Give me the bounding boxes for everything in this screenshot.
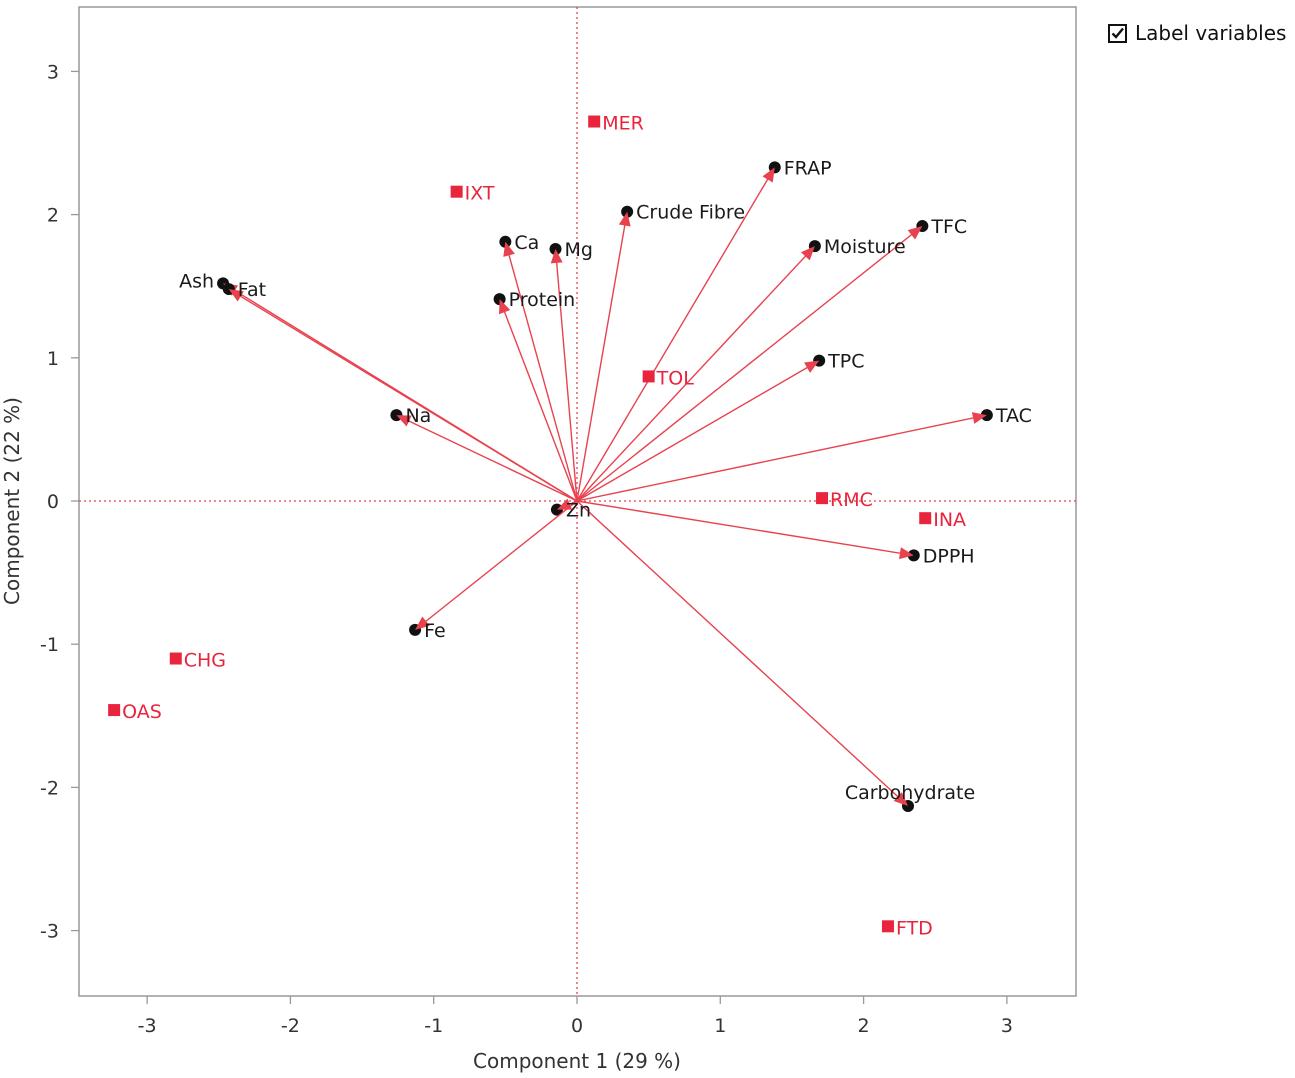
observation-label: TOL (656, 367, 695, 389)
loading-arrowhead (907, 226, 923, 240)
observation-point (450, 185, 463, 198)
y-tick-label: 2 (47, 205, 59, 227)
x-tick-label: 3 (1001, 1015, 1013, 1037)
reference-lines (79, 7, 1076, 996)
loading-arrowhead (415, 616, 430, 630)
variable-label: Mg (565, 239, 593, 261)
variable-label: TPC (827, 351, 864, 373)
observation-label: CHG (184, 650, 226, 672)
y-tick-label: -1 (40, 634, 59, 656)
variable-label: Carbohydrate (845, 782, 975, 804)
checkmark-icon (1111, 27, 1124, 39)
loading-line (576, 414, 987, 502)
variable-label: Fat (238, 279, 266, 301)
label-variables-checkbox[interactable] (1108, 23, 1127, 43)
x-tick-label: 2 (858, 1015, 870, 1037)
y-tick-label: 0 (47, 491, 59, 513)
observation-label: MER (602, 113, 644, 135)
loading-line (576, 166, 776, 502)
label-variables-label: Label variables (1135, 21, 1287, 45)
y-tick-label: -3 (40, 921, 59, 943)
x-tick-label: -1 (424, 1015, 443, 1037)
label-variables-toggle[interactable]: Label variables (1108, 21, 1286, 45)
loading-line (576, 500, 914, 557)
loading-arrowhead (396, 415, 412, 427)
observation-label: INA (933, 509, 966, 531)
loading-arrowhead (971, 412, 987, 424)
observation-point (642, 370, 655, 383)
observation-label: IXT (465, 183, 495, 205)
variable-label: Zn (566, 500, 591, 522)
observation-point (881, 920, 894, 933)
loading-arrowhead (556, 498, 573, 510)
loading-line (498, 298, 578, 502)
variable-label: Moisture (824, 236, 906, 258)
observation-label: OAS (122, 701, 162, 723)
loading-arrowhead (804, 360, 820, 373)
variable-label: Na (405, 405, 431, 427)
variable-label: Fe (424, 620, 446, 642)
loading-line (576, 245, 816, 502)
x-axis-ticks: -3 -2 -1 0 1 2 3 (138, 996, 1013, 1037)
variable-label: Crude Fibre (636, 202, 745, 224)
loading-arrowhead (499, 299, 511, 315)
loading-vectors (217, 161, 993, 813)
loading-arrowhead (618, 211, 631, 227)
variable-label: FRAP (784, 157, 832, 179)
observation-point (169, 652, 182, 665)
x-axis-title: Component 1 (29 %) (473, 1049, 681, 1073)
loading-line (576, 360, 820, 502)
x-tick-label: -3 (138, 1015, 157, 1037)
loading-arrowhead (800, 246, 815, 261)
variable-label: Ash (179, 270, 214, 292)
variable-label: TAC (995, 405, 1032, 427)
x-tick-label: 0 (571, 1015, 583, 1037)
observation-point (816, 492, 829, 505)
variable-label: Ca (514, 232, 539, 254)
loading-line (504, 241, 578, 502)
loading-arrowhead (898, 547, 914, 560)
observation-point (919, 512, 932, 525)
y-tick-label: 3 (47, 61, 59, 83)
loading-arrowhead (503, 241, 515, 257)
y-tick-label: -2 (40, 777, 59, 799)
y-axis-title: Component 2 (22 %) (0, 397, 24, 605)
variable-labels: FRAP Crude Fibre TFC Ca Moisture Mg Ash Fat Prot… (179, 157, 1032, 804)
loading-line (554, 248, 578, 502)
variable-label: DPPH (923, 545, 975, 567)
loading-arrowhead (228, 289, 244, 302)
loading-arrowhead (762, 167, 775, 183)
x-tick-label: 1 (714, 1015, 726, 1037)
loading-line (576, 211, 628, 502)
observation-label: RMC (830, 489, 873, 511)
loading-arrowhead (550, 248, 563, 264)
observation-label: FTD (896, 917, 933, 939)
loading-line (576, 500, 909, 807)
loading-line (228, 288, 578, 502)
observation-point (588, 115, 601, 128)
loading-line (576, 225, 923, 502)
x-tick-label: -2 (281, 1015, 300, 1037)
loading-line (396, 414, 578, 502)
variable-label: Protein (509, 289, 576, 311)
observation-points: MER IXT TOL RMC INA CHG OAS FTD (108, 113, 966, 939)
loading-arrowhead (893, 792, 909, 807)
observation-point (108, 704, 121, 717)
y-tick-label: 1 (47, 348, 59, 370)
loading-line (414, 500, 578, 631)
y-axis-ticks: 3 2 1 0 -1 -2 -3 (40, 61, 79, 943)
variable-label: TFC (930, 216, 967, 238)
